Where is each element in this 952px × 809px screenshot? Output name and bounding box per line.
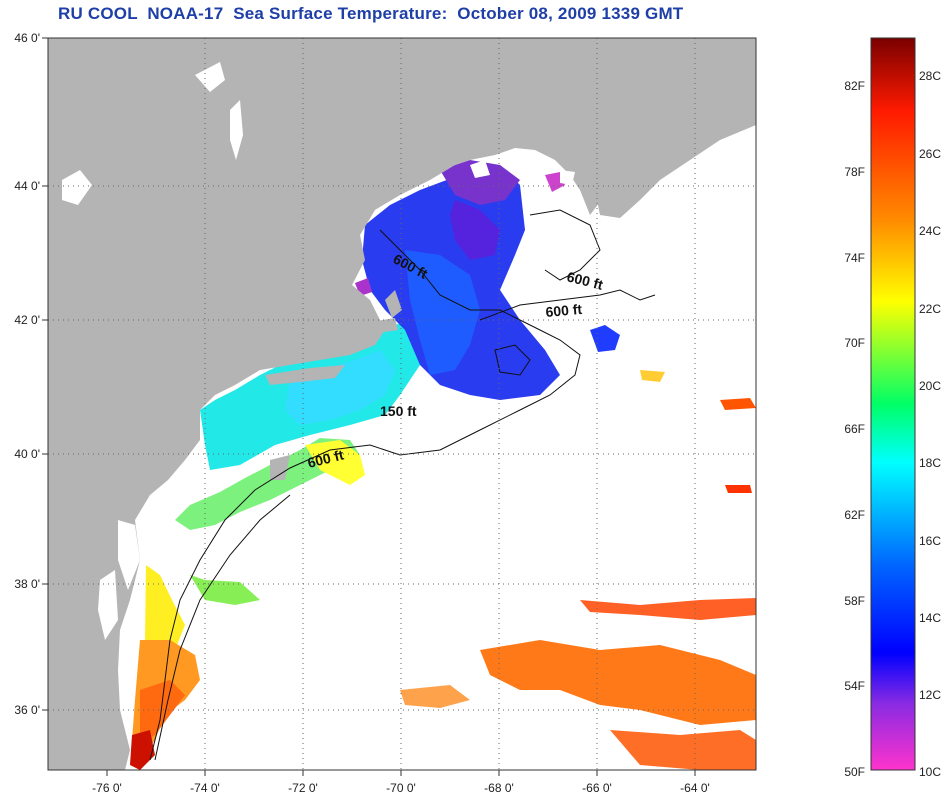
colorbar-c-label: 20C [919, 379, 941, 393]
lat-label: 46 0' [14, 31, 40, 45]
colorbar-f-label: 70F [844, 336, 865, 350]
lon-label: -72 0' [288, 781, 318, 795]
colorbar-f-label: 66F [844, 422, 865, 436]
lon-label: -64 0' [680, 781, 710, 795]
colorbar-f-label: 74F [844, 251, 865, 265]
lon-label: -70 0' [386, 781, 416, 795]
colorbar-f-label: 50F [844, 765, 865, 779]
colorbar-c-label: 22C [919, 302, 941, 316]
map-ticks [42, 37, 696, 776]
sst-swaths [130, 120, 756, 770]
colorbar-c-label: 28C [919, 69, 941, 83]
lat-label: 36 0' [14, 703, 40, 717]
colorbar-f-label: 78F [844, 165, 865, 179]
contour-label: 600 ft [545, 301, 583, 320]
map-frame [47, 37, 757, 771]
colorbar-c-label: 10C [919, 765, 941, 779]
contour-label: 150 ft [380, 403, 417, 419]
colorbar-f-label: 58F [844, 594, 865, 608]
colorbar-c-label: 24C [919, 224, 941, 238]
colorbar-c-label: 18C [919, 456, 941, 470]
map-area: 600 ft 600 ft 600 ft 150 ft 600 ft [48, 38, 756, 770]
colorbar-c-label: 14C [919, 611, 941, 625]
colorbar-c-label: 12C [919, 688, 941, 702]
lat-label: 44 0' [14, 179, 40, 193]
colorbar-c-label: 16C [919, 534, 941, 548]
lon-label: -68 0' [484, 781, 514, 795]
isobath-contours [149, 209, 656, 761]
colorbar [870, 37, 916, 771]
colorbar-c-label: 26C [919, 147, 941, 161]
colorbar-f-label: 82F [844, 79, 865, 93]
lat-label: 38 0' [14, 577, 40, 591]
colorbar-f-label: 62F [844, 508, 865, 522]
map-title: RU COOL NOAA-17 Sea Surface Temperature:… [58, 4, 684, 23]
lon-label: -76 0' [92, 781, 122, 795]
lat-label: 40 0' [14, 447, 40, 461]
land-mass [48, 38, 756, 770]
lon-label: -74 0' [190, 781, 220, 795]
graticule [48, 38, 756, 770]
lat-label: 42 0' [14, 313, 40, 327]
lon-label: -66 0' [582, 781, 612, 795]
colorbar-f-label: 54F [844, 679, 865, 693]
